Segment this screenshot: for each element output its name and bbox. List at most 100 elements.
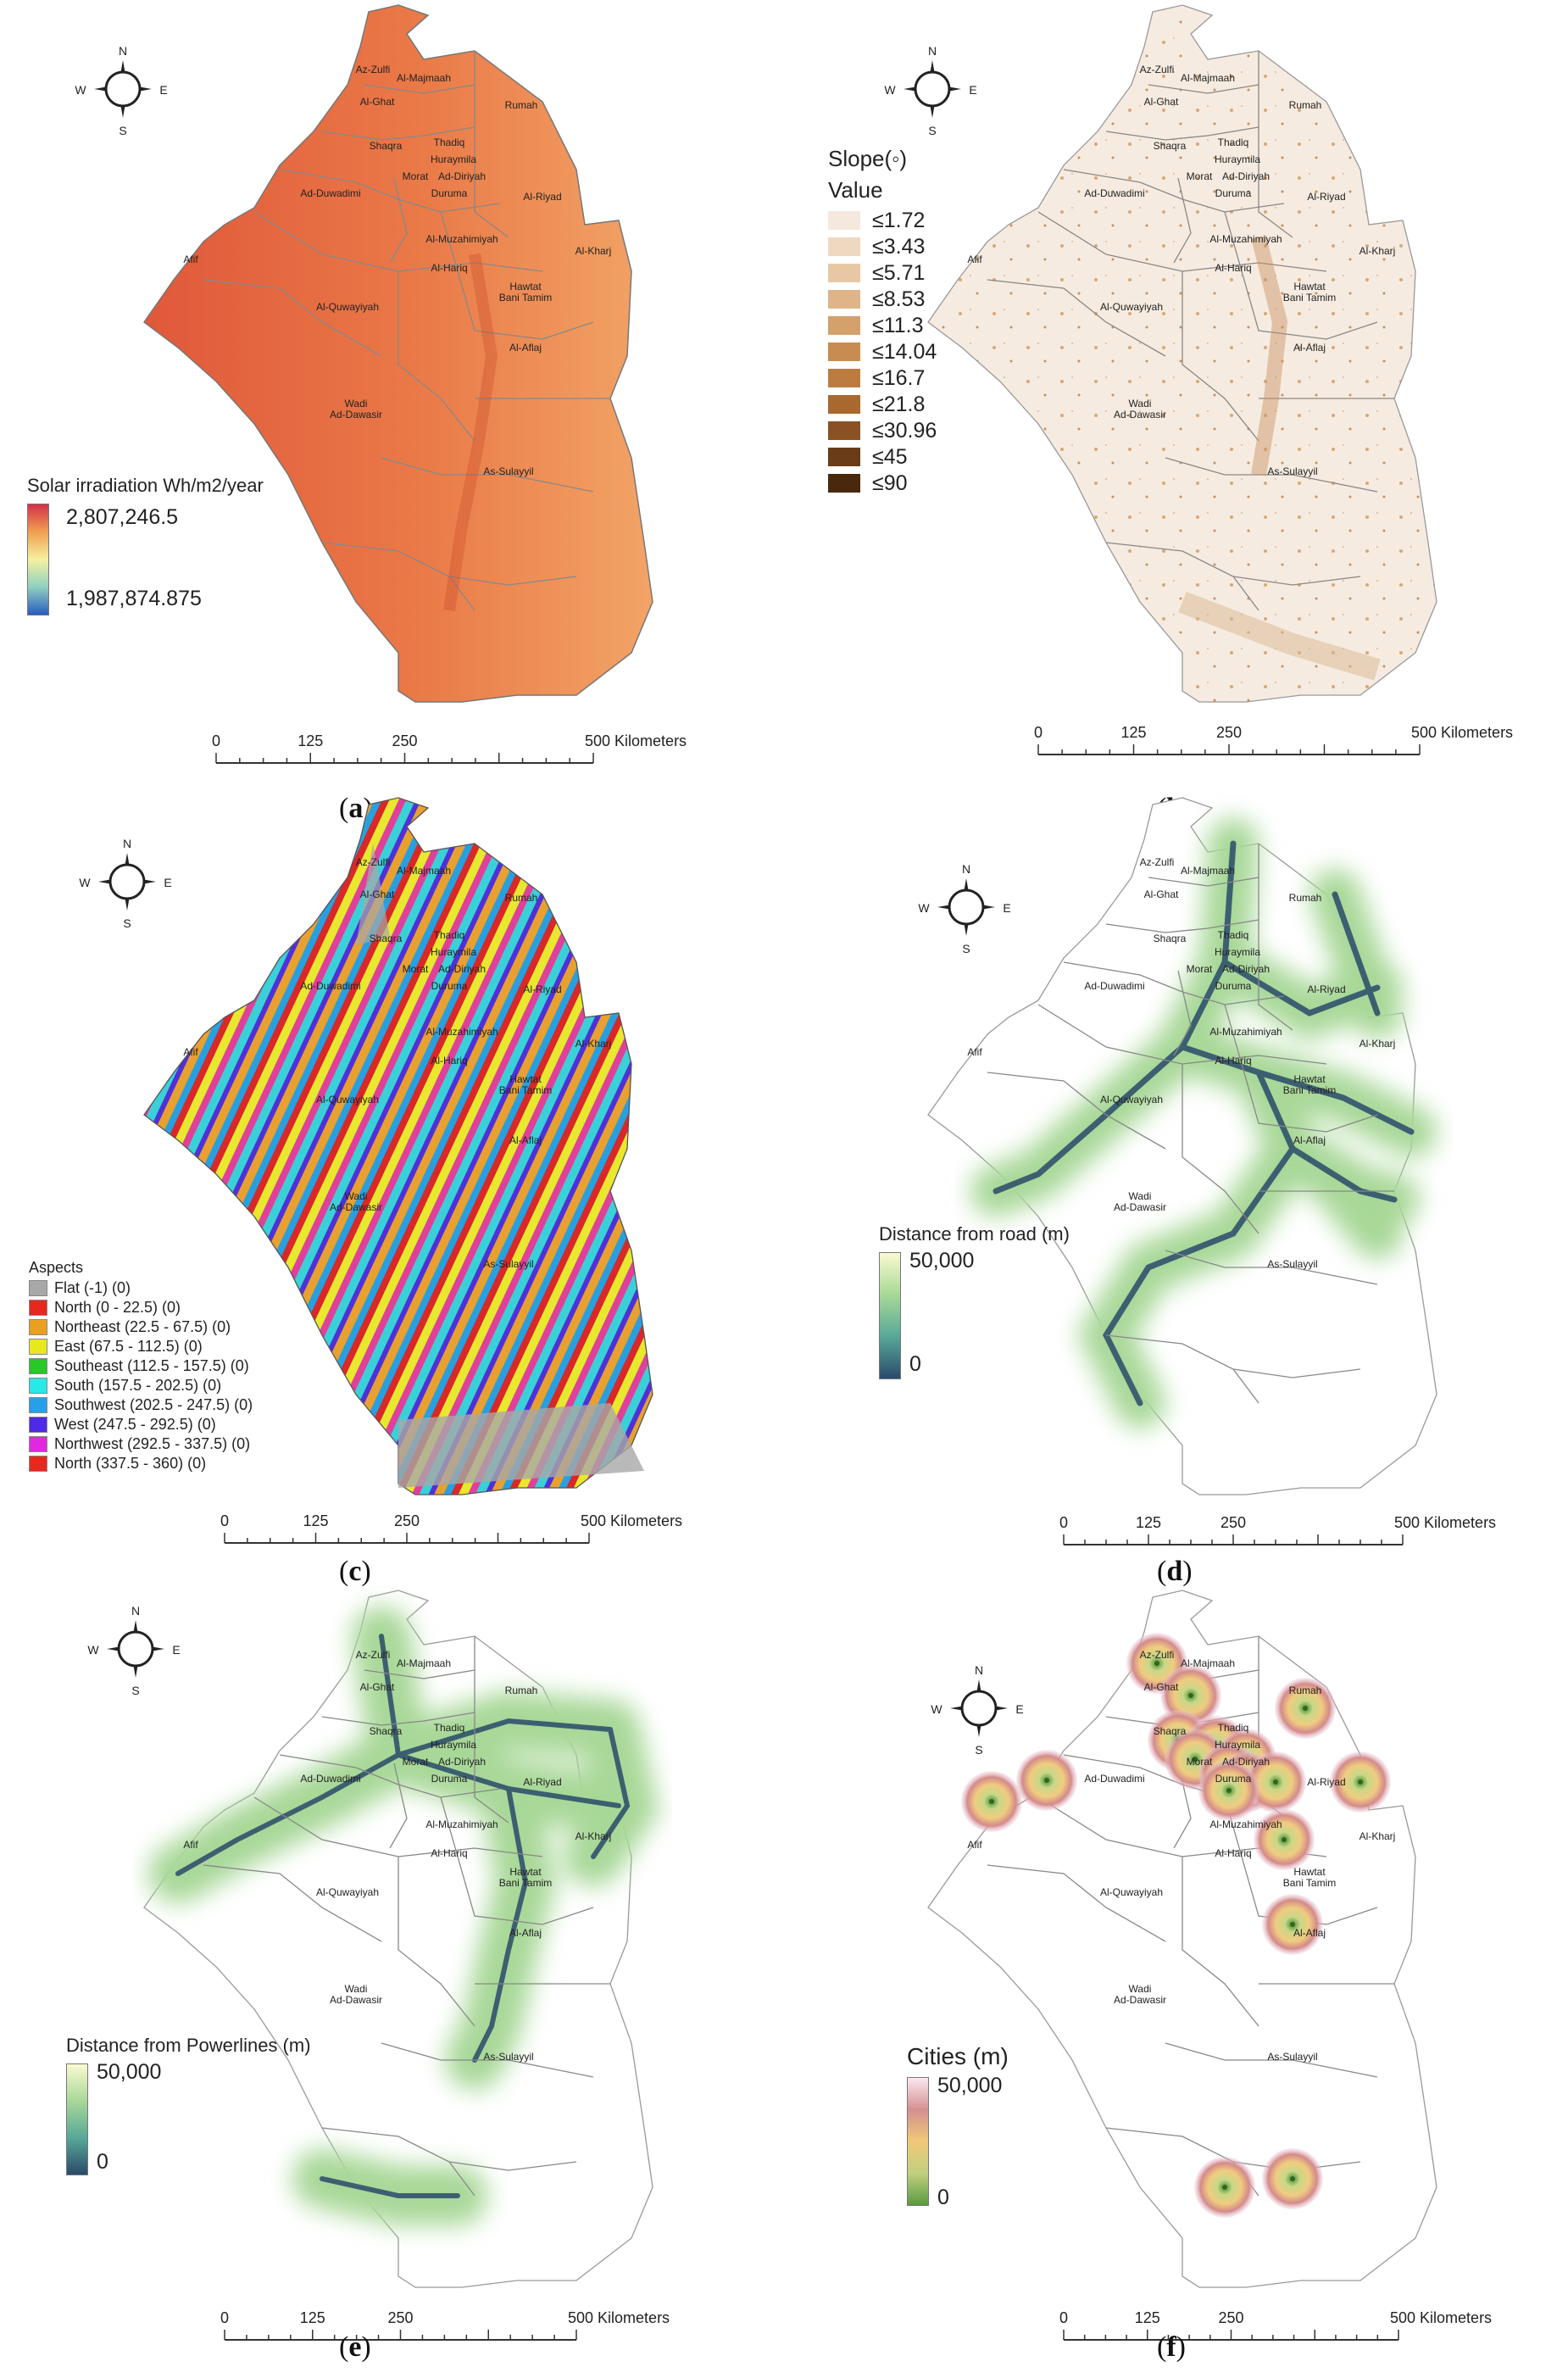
place-label: Afif: [183, 1839, 198, 1851]
place-label: Al-Hariq: [1215, 262, 1251, 274]
solar-gradient-bar: [27, 504, 49, 615]
aspect-class-row: North (0 - 22.5) (0): [29, 1298, 181, 1317]
place-label: Az-Zulfi: [356, 1649, 391, 1661]
place-label: Al-Kharj: [575, 245, 612, 257]
aspect-class-row: Flat (-1) (0): [29, 1278, 131, 1297]
place-label: Ad-Diriyah: [1222, 1756, 1270, 1768]
scale-label: 500 Kilometers: [1411, 724, 1513, 741]
scale-bar-c: 0 125 250 500 Kilometers: [220, 1512, 682, 1544]
place-label: Hawtat: [509, 281, 542, 292]
scale-label: 0: [1059, 1514, 1068, 1531]
legend-max: 50,000: [909, 1249, 975, 1273]
place-label: As-Sulayyil: [483, 2051, 533, 2063]
scale-label: 0: [1034, 724, 1043, 741]
scale-label: 500 Kilometers: [581, 1512, 682, 1529]
compass-letter: N: [962, 862, 970, 876]
place-label: As-Sulayyil: [1267, 465, 1317, 477]
scale-label: 250: [1220, 1514, 1246, 1531]
place-label: Ad-Dawasir: [1114, 409, 1166, 420]
city-point: [1290, 1922, 1295, 1927]
powerline-legend: Distance from Powerlines (m) 50,000 0: [66, 2035, 311, 2175]
aspect-classes: Flat (-1) (0) North (0 - 22.5) (0) Northea…: [29, 1278, 300, 1473]
place-label: Afif: [967, 1839, 982, 1851]
scale-label: 500 Kilometers: [585, 732, 687, 749]
aspect-label: Southwest (202.5 - 247.5) (0): [54, 1395, 253, 1413]
place-label: Al-Muzahimiyah: [425, 233, 498, 245]
slope-label: ≤14.04: [872, 339, 937, 364]
place-label: Al-Kharj: [1359, 1038, 1396, 1050]
compass-icon: N S E W: [75, 44, 167, 137]
compass-a: N S E W: [75, 44, 167, 137]
place-label: Bani Tamim: [499, 1877, 552, 1889]
place-label: Wadi: [345, 398, 368, 409]
panel-caption-f: (f): [1157, 2331, 1186, 2363]
place-label: Ad-Duwadimi: [300, 980, 360, 992]
place-label: Al-Quwayiyah: [316, 1886, 379, 1898]
compass-letter: S: [928, 124, 936, 137]
scale-label: 125: [297, 732, 323, 749]
slope-swatch: [828, 316, 860, 335]
place-label: Az-Zulfi: [1140, 64, 1175, 75]
compass-letter: E: [159, 83, 167, 97]
place-label: Ad-Duwadimi: [300, 1773, 360, 1785]
place-label: Bani Tamim: [1283, 1084, 1336, 1096]
compass-letter: S: [975, 1743, 982, 1757]
place-label: Al-Ghat: [1144, 96, 1179, 108]
scale-label: 125: [1136, 1514, 1161, 1531]
place-label: Al-Quwayiyah: [316, 1094, 379, 1105]
city-point: [1154, 1661, 1159, 1666]
aspect-swatch: [29, 1416, 47, 1433]
compass-b: N S E W: [884, 44, 976, 137]
place-label: Wadi: [1129, 398, 1152, 409]
place-label: Al-Muzahimiyah: [1209, 1026, 1282, 1038]
compass-letter: S: [119, 124, 126, 137]
aspect-legend: Aspects Flat (-1) (0) North (0 - 22.5) (0…: [29, 1259, 300, 1473]
city-point: [1303, 1706, 1308, 1711]
place-label: Duruma: [431, 1773, 468, 1785]
place-label: Al-Hariq: [1215, 1847, 1251, 1859]
place-label: Al-Majmaah: [1181, 72, 1235, 84]
scale-bar-d: 0 125 250 500 Kilometers: [1059, 1514, 1496, 1545]
scale-label: 125: [303, 1512, 328, 1529]
place-label: Al-Muzahimiyah: [1209, 1818, 1282, 1830]
place-label: Al-Muzahimiyah: [425, 1818, 498, 1830]
slope-classes: ≤1.72 ≤3.43 ≤5.71 ≤8.53 ≤11.3 ≤14.04 ≤16.7 ≤21.…: [828, 209, 998, 497]
place-label: Al-Aflaj: [1293, 1134, 1326, 1146]
compass-letter: S: [123, 916, 131, 930]
compass-letter: N: [928, 44, 937, 58]
place-label: Al-Aflaj: [1293, 1927, 1326, 1939]
place-label: Bani Tamim: [1283, 292, 1336, 304]
slope-label: ≤45: [872, 444, 908, 469]
compass-c: N S E W: [79, 837, 171, 930]
slope-swatch: [828, 474, 860, 493]
place-label: Al-Riyad: [1307, 191, 1345, 203]
place-label: Az-Zulfi: [1140, 856, 1175, 868]
scale-label: 125: [300, 2309, 325, 2326]
place-label: Ad-Diriyah: [1222, 963, 1270, 975]
legend-title: Cities (m): [907, 2043, 1009, 2069]
aspect-swatch: [29, 1455, 47, 1472]
place-label: Morat: [403, 963, 429, 975]
aspect-swatch: [29, 1299, 47, 1316]
legend-max: 50,000: [937, 2074, 1003, 2097]
place-label: Ad-Duwadimi: [300, 187, 360, 199]
place-label: Shaqra: [1154, 140, 1187, 152]
compass-letter: S: [131, 1684, 139, 1697]
aspect-label: North (0 - 22.5) (0): [54, 1298, 181, 1316]
place-label: Al-Majmaah: [397, 1657, 451, 1669]
aspect-label: North (337.5 - 360) (0): [54, 1454, 207, 1472]
place-label: Shaqra: [1154, 933, 1187, 944]
place-label: Morat: [1187, 963, 1213, 975]
aspect-label: West (247.5 - 292.5) (0): [54, 1415, 216, 1433]
legend-subtitle: Value: [828, 177, 883, 203]
place-label: Shaqra: [370, 1725, 403, 1737]
legend-title: Aspects: [29, 1259, 84, 1276]
place-label: Al-Quwayiyah: [1100, 1094, 1163, 1105]
city-point: [1282, 1837, 1287, 1842]
legend-min: 0: [937, 2186, 949, 2209]
compass-d: N S E W: [918, 862, 1010, 955]
place-label: Duruma: [431, 980, 468, 992]
place-label: Al-Ghat: [1144, 1681, 1179, 1693]
